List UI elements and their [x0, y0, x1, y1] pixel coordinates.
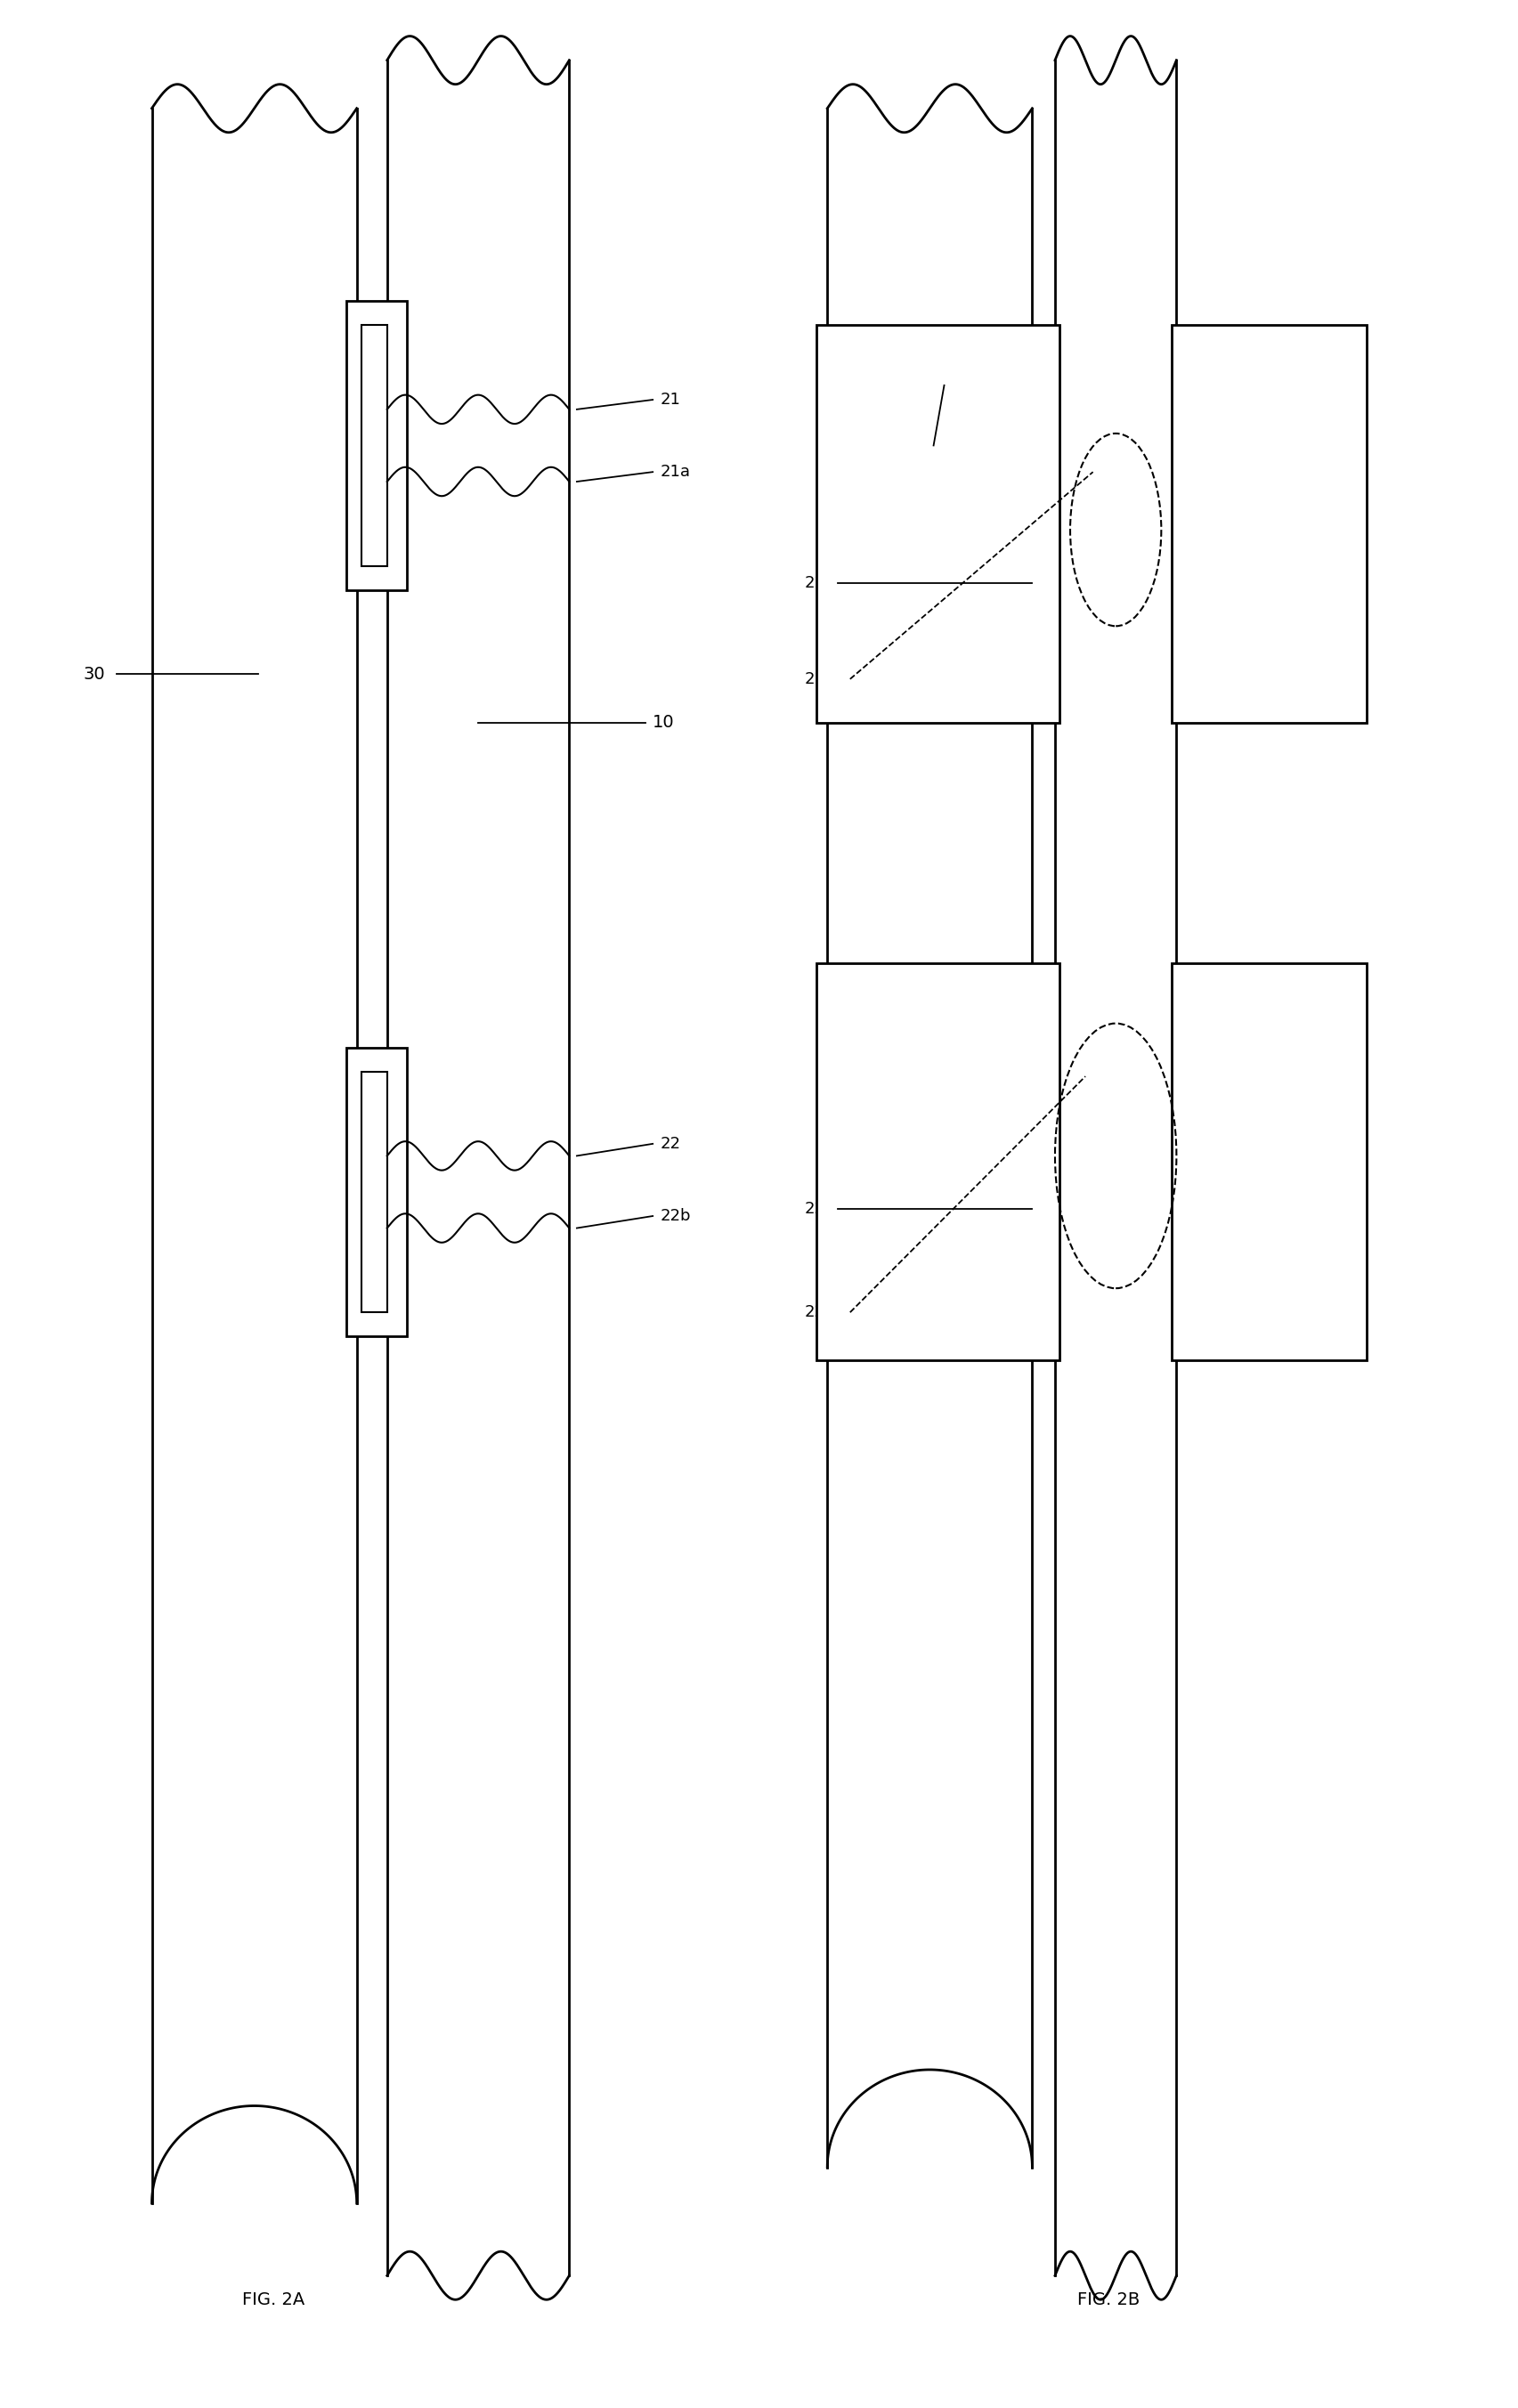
Text: 30: 30 — [83, 665, 105, 684]
Bar — [817, 963, 1060, 1361]
Text: 22b: 22b — [660, 1209, 691, 1223]
Bar — [1172, 963, 1366, 1361]
Bar — [346, 301, 407, 590]
Text: FIG. 2A: FIG. 2A — [241, 2290, 305, 2309]
Text: 21: 21 — [805, 576, 824, 590]
Bar — [361, 1072, 387, 1312]
Text: 21a: 21a — [660, 465, 691, 479]
Text: 21: 21 — [660, 393, 680, 407]
Text: 22: 22 — [805, 1202, 824, 1216]
Bar — [1172, 325, 1366, 722]
Bar — [817, 325, 1060, 722]
Text: 22: 22 — [660, 1137, 680, 1151]
Text: 21a: 21a — [805, 672, 835, 686]
Text: FIG. 2B: FIG. 2B — [1076, 2290, 1140, 2309]
Bar — [346, 1047, 407, 1336]
Bar — [361, 325, 387, 566]
Text: 10: 10 — [653, 713, 674, 732]
Text: 22b: 22b — [805, 1305, 835, 1320]
Text: 30: 30 — [911, 376, 932, 395]
